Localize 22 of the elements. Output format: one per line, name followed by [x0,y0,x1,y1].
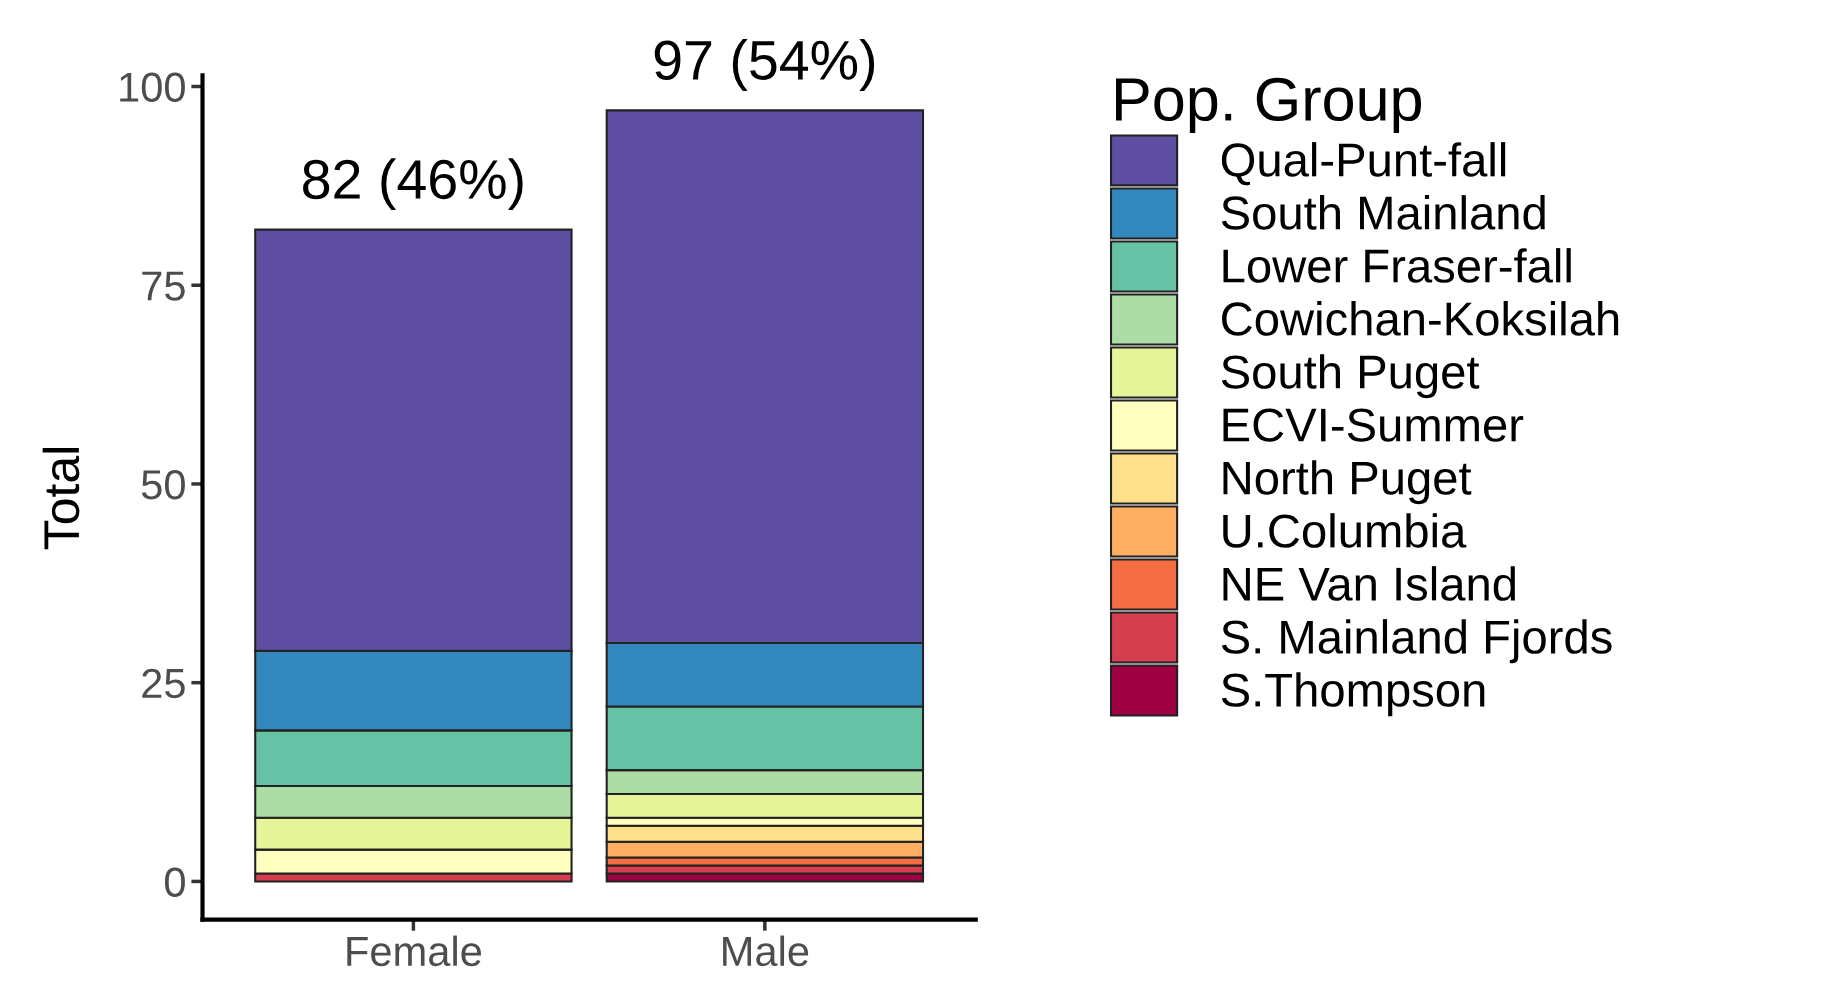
y-tick-label: 25 [142,668,185,699]
y-tick-label: 75 [142,271,185,301]
legend-label: S. Mainland Fjords [1221,619,1612,664]
y-tick-label: 100 [120,72,185,103]
legend-label: U.Columbia [1223,513,1467,548]
y-axis-title: Total [42,448,80,550]
x-tick-label: Female [347,935,482,967]
legend-label: Cowichan-Koksilah [1222,301,1619,336]
legend-title: Pop. Group [1116,77,1421,134]
legend-label: S.Thompson [1221,672,1485,717]
annotation: 82 (46%) [303,158,523,211]
legend-label: South Puget [1221,354,1480,399]
annotation: 97 (54%) [654,39,875,91]
legend-label: Lower Fraser-fall [1223,248,1571,283]
y-tick-label: 0 [164,867,185,897]
y-tick-label: 50 [141,469,185,500]
x-tick-label: Male [723,935,809,967]
legend-label: ECVI-Summer [1223,408,1524,442]
legend-label: NE Van Island [1223,566,1515,601]
legend-label: Qual-Punt-fall [1221,142,1506,186]
legend-label: North Puget [1223,460,1472,505]
legend-label: South Mainland [1221,195,1545,230]
